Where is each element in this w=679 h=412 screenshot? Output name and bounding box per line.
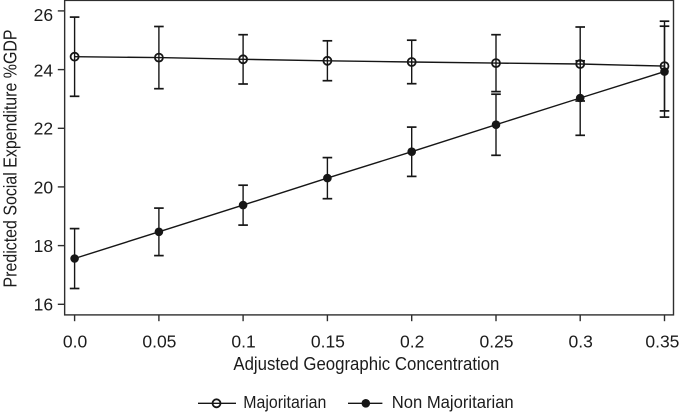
- svg-text:0.15: 0.15: [311, 331, 345, 351]
- svg-text:0.3: 0.3: [569, 331, 593, 351]
- svg-text:0.35: 0.35: [645, 331, 679, 351]
- svg-text:0.1: 0.1: [231, 331, 255, 351]
- svg-text:0.05: 0.05: [142, 331, 176, 351]
- svg-text:Non Majoritarian: Non Majoritarian: [392, 392, 514, 412]
- svg-text:16: 16: [34, 295, 53, 315]
- svg-text:22: 22: [34, 119, 53, 139]
- svg-text:Adjusted Geographic Concentrat: Adjusted Geographic Concentration: [233, 354, 499, 374]
- svg-text:26: 26: [34, 5, 53, 25]
- svg-text:18: 18: [34, 236, 53, 256]
- svg-text:24: 24: [34, 61, 54, 81]
- svg-text:20: 20: [34, 177, 54, 197]
- svg-text:0.0: 0.0: [63, 331, 88, 351]
- svg-text:Majoritarian: Majoritarian: [243, 392, 326, 412]
- svg-text:0.25: 0.25: [479, 331, 513, 351]
- svg-text:0.2: 0.2: [400, 331, 424, 351]
- svg-text:Predicted Social Expenditure %: Predicted Social Expenditure %GDP: [0, 29, 20, 287]
